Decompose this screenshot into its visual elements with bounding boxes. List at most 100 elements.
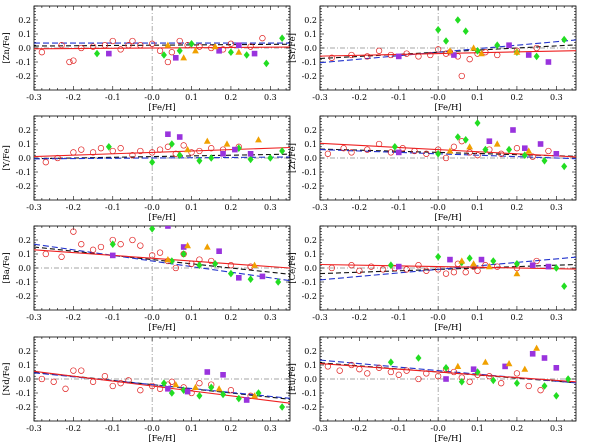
data-point-circle — [62, 385, 69, 392]
x-tick-label: 0.3 — [550, 93, 563, 102]
data-point-circle — [415, 262, 422, 269]
data-point-diamond — [513, 260, 520, 268]
data-point-circle — [168, 378, 175, 385]
data-point-square — [502, 363, 508, 370]
data-point-circle — [129, 236, 136, 244]
data-point-diamond — [521, 151, 528, 159]
data-point-circle — [164, 143, 172, 150]
y-tick-label: -0.2 — [302, 403, 317, 412]
data-point-circle — [89, 149, 97, 156]
data-point-square — [106, 50, 112, 57]
data-point-circle — [227, 387, 235, 394]
data-point-triangle — [493, 140, 501, 147]
data-point-circle — [466, 149, 473, 156]
y-tick-label: -0.2 — [16, 72, 31, 81]
data-point-square — [220, 151, 226, 157]
y-tick-label: 0.0 — [18, 375, 31, 384]
data-point-diamond — [541, 382, 548, 390]
data-layer — [320, 253, 576, 290]
data-point-circle — [89, 43, 97, 50]
y-tick-label: 0.2 — [304, 347, 317, 356]
data-point-circle — [533, 257, 540, 265]
data-point-square — [259, 273, 266, 280]
data-point-circle — [348, 149, 355, 156]
data-point-diamond — [541, 157, 548, 165]
data-point-diamond — [275, 278, 282, 286]
data-point-diamond — [263, 59, 270, 68]
data-point-circle — [403, 266, 410, 273]
data-layer — [34, 226, 290, 286]
y-tick-label: 0.2 — [304, 126, 317, 135]
x-tick-label: 0.1 — [185, 424, 198, 433]
data-point-square — [470, 366, 477, 372]
data-point-diamond — [513, 379, 520, 387]
x-tick-label: 0.1 — [471, 93, 484, 102]
x-tick-label: -0.0 — [144, 424, 159, 433]
x-axis-label: [Fe/H] — [434, 434, 461, 444]
data-point-circle — [101, 373, 109, 380]
data-point-circle — [66, 58, 73, 66]
data-point-diamond — [196, 157, 203, 165]
x-tick-label: 0.2 — [511, 93, 524, 102]
x-tick-label: 0.2 — [225, 313, 238, 322]
data-point-circle — [348, 262, 355, 269]
data-point-circle — [247, 43, 254, 50]
y-tick-label: 0.1 — [18, 30, 31, 39]
data-point-square — [216, 248, 222, 254]
data-point-circle — [450, 368, 458, 376]
y-tick-label: -0.1 — [16, 389, 31, 398]
data-point-circle — [435, 46, 442, 53]
data-point-triangle — [164, 41, 172, 48]
data-point-circle — [387, 51, 395, 59]
x-tick-label: 0.2 — [225, 93, 238, 102]
x-tick-label: -0.3 — [312, 313, 327, 322]
y-axis-label: [Ba/Fe] — [2, 252, 12, 283]
data-point-triangle — [164, 256, 172, 263]
data-point-circle — [156, 47, 164, 54]
y-tick-label: -0.1 — [16, 168, 31, 177]
data-point-square — [165, 226, 171, 229]
y-axis-label: [Ce/Fe] — [288, 252, 298, 284]
y-tick-label: -0.1 — [16, 58, 31, 67]
data-point-circle — [423, 150, 430, 157]
data-point-circle — [42, 250, 49, 258]
fit-line-solid — [34, 46, 290, 50]
data-point-diamond — [255, 389, 262, 397]
y-tick-label: -0.1 — [302, 278, 317, 287]
x-tick-label: -0.0 — [430, 313, 445, 322]
data-point-diamond — [168, 140, 175, 148]
data-point-diamond — [227, 269, 234, 278]
data-point-circle — [172, 264, 179, 272]
data-point-circle — [462, 269, 469, 276]
data-point-diamond — [482, 145, 489, 154]
data-point-circle — [50, 378, 57, 385]
x-tick-label: 0.3 — [550, 203, 563, 212]
data-point-circle — [164, 58, 172, 66]
data-point-circle — [442, 154, 450, 162]
data-point-circle — [415, 53, 422, 60]
data-point-circle — [545, 147, 552, 155]
x-tick-label: 0.3 — [264, 203, 277, 212]
data-point-circle — [375, 140, 383, 148]
data-point-square — [172, 55, 179, 61]
data-point-square — [522, 145, 528, 151]
data-point-circle — [58, 42, 65, 49]
y-tick-label: 0.2 — [18, 16, 31, 25]
y-tick-label: -0.2 — [302, 182, 317, 191]
x-tick-label: -0.2 — [352, 93, 367, 102]
data-point-circle — [423, 370, 430, 377]
data-point-square — [510, 127, 516, 133]
data-point-circle — [196, 147, 203, 155]
data-point-square — [220, 372, 226, 378]
data-point-circle — [466, 56, 473, 63]
data-point-diamond — [176, 151, 183, 159]
data-point-circle — [70, 228, 77, 235]
data-point-circle — [156, 146, 164, 153]
data-point-circle — [227, 40, 235, 47]
data-point-square — [216, 48, 222, 54]
data-point-circle — [435, 266, 442, 273]
data-point-circle — [125, 42, 132, 49]
data-point-triangle — [454, 362, 462, 369]
y-tick-label: -0.1 — [302, 58, 317, 67]
data-point-diamond — [160, 379, 167, 387]
